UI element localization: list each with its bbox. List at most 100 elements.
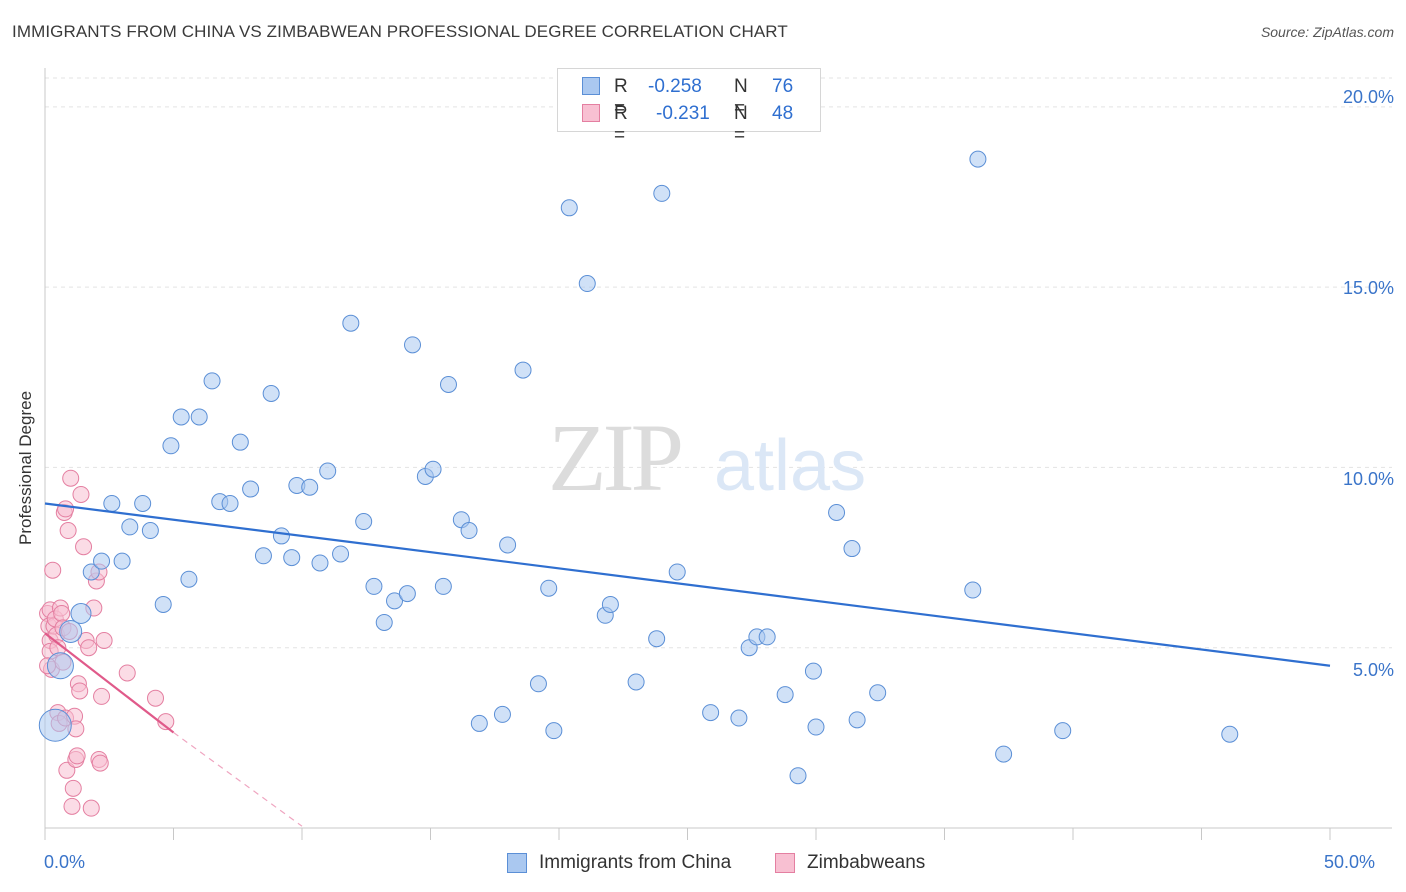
china-point <box>93 552 111 570</box>
china-point <box>134 494 152 512</box>
r-value: -0.231 <box>656 103 710 124</box>
china-point <box>439 375 457 393</box>
china-point <box>460 522 478 540</box>
china-point <box>121 518 139 536</box>
china-point <box>578 275 596 293</box>
zimbabwe-point <box>147 689 165 707</box>
china-point <box>172 408 190 426</box>
china-point <box>499 536 517 554</box>
r-label: R = <box>614 76 628 119</box>
y-tick-10: 10.0% <box>1342 469 1394 489</box>
china-point <box>668 563 686 581</box>
china-point <box>529 675 547 693</box>
china-point <box>648 630 666 648</box>
series-china <box>38 150 1239 785</box>
correlation-legend: R = -0.258 N = 76 R = -0.231 N = 48 <box>557 68 821 146</box>
zimbabwe-point <box>53 604 71 622</box>
y-tick-5: 5.0% <box>1352 660 1394 680</box>
china-point <box>869 684 887 702</box>
legend-swatch-china <box>507 853 527 873</box>
x-tick-50: 50.0% <box>1324 852 1376 872</box>
china-point <box>1054 722 1072 740</box>
china-point <box>154 595 172 613</box>
china-point <box>46 652 74 680</box>
trend-extension-zimbabweans <box>173 731 303 827</box>
china-point <box>272 527 290 545</box>
zimbabwe-point <box>95 632 113 649</box>
watermark-zip: ZIP <box>548 404 681 511</box>
zimbabwe-point <box>72 485 90 503</box>
zimbabwe-point <box>62 469 80 487</box>
china-point <box>221 494 239 512</box>
china-point <box>203 372 221 390</box>
china-point <box>545 722 563 740</box>
zimbabwe-point <box>71 682 89 700</box>
china-point <box>969 150 987 168</box>
zimbabwe-point <box>82 799 100 817</box>
china-point <box>964 581 982 599</box>
china-point <box>804 662 822 680</box>
china-point <box>702 704 720 722</box>
china-point <box>365 577 383 595</box>
watermark-atlas: atlas <box>714 426 866 506</box>
y-tick-15: 15.0% <box>1342 278 1394 298</box>
china-point <box>843 540 861 558</box>
china-point <box>560 199 578 217</box>
chart-title: IMMIGRANTS FROM CHINA VS ZIMBABWEAN PROF… <box>12 22 788 41</box>
china-point <box>540 579 558 597</box>
r-label: R = <box>614 103 628 146</box>
china-point <box>254 547 272 565</box>
legend-swatch-zimbabweans <box>775 853 795 873</box>
china-point <box>59 619 83 643</box>
china-point <box>730 709 748 727</box>
china-point <box>190 408 208 426</box>
china-point <box>828 503 846 521</box>
series-zimbabweans <box>39 469 175 817</box>
china-point <box>398 585 416 603</box>
zimbabwe-point <box>80 639 98 657</box>
china-point <box>70 602 92 624</box>
trend-line-china <box>44 502 1331 667</box>
grid-lines <box>45 77 1392 649</box>
legend-label-zimbabweans: Zimbabweans <box>807 852 926 873</box>
china-point <box>375 613 393 631</box>
china-point <box>776 686 794 704</box>
n-label: N = <box>734 76 748 119</box>
china-point <box>262 385 280 403</box>
legend-label-china: Immigrants from China <box>539 852 732 873</box>
china-point <box>848 711 866 729</box>
china-point <box>758 628 776 646</box>
china-point <box>38 708 72 742</box>
china-point <box>601 595 619 613</box>
legend-swatch-zimbabweans <box>582 104 600 122</box>
china-point <box>653 184 671 202</box>
n-label: N = <box>734 103 748 146</box>
china-point <box>386 592 404 610</box>
y-tick-20: 20.0% <box>1342 87 1394 107</box>
zimbabwe-point <box>118 664 136 682</box>
china-point <box>113 552 131 570</box>
zimbabwe-point <box>44 561 62 579</box>
zimbabwe-point <box>64 779 82 797</box>
zimbabwe-point <box>91 754 109 772</box>
n-value: 76 <box>772 76 794 97</box>
china-point <box>180 570 198 588</box>
china-point <box>141 522 159 540</box>
china-point <box>162 437 180 455</box>
china-point <box>231 433 249 451</box>
china-point <box>627 673 645 691</box>
trend-line-zimbabweans <box>44 632 175 734</box>
china-point <box>995 745 1013 763</box>
zimbabwe-point <box>63 797 81 815</box>
china-point <box>319 462 337 480</box>
china-point <box>332 545 350 563</box>
china-point <box>434 577 452 595</box>
china-point <box>311 554 329 572</box>
legend-swatch-china <box>582 77 600 95</box>
zimbabwe-point <box>93 687 111 705</box>
y-axis-label: Professional Degree <box>16 390 35 545</box>
china-point <box>493 705 511 723</box>
china-point <box>1221 725 1239 743</box>
axes <box>44 68 1392 840</box>
china-point <box>301 478 319 496</box>
